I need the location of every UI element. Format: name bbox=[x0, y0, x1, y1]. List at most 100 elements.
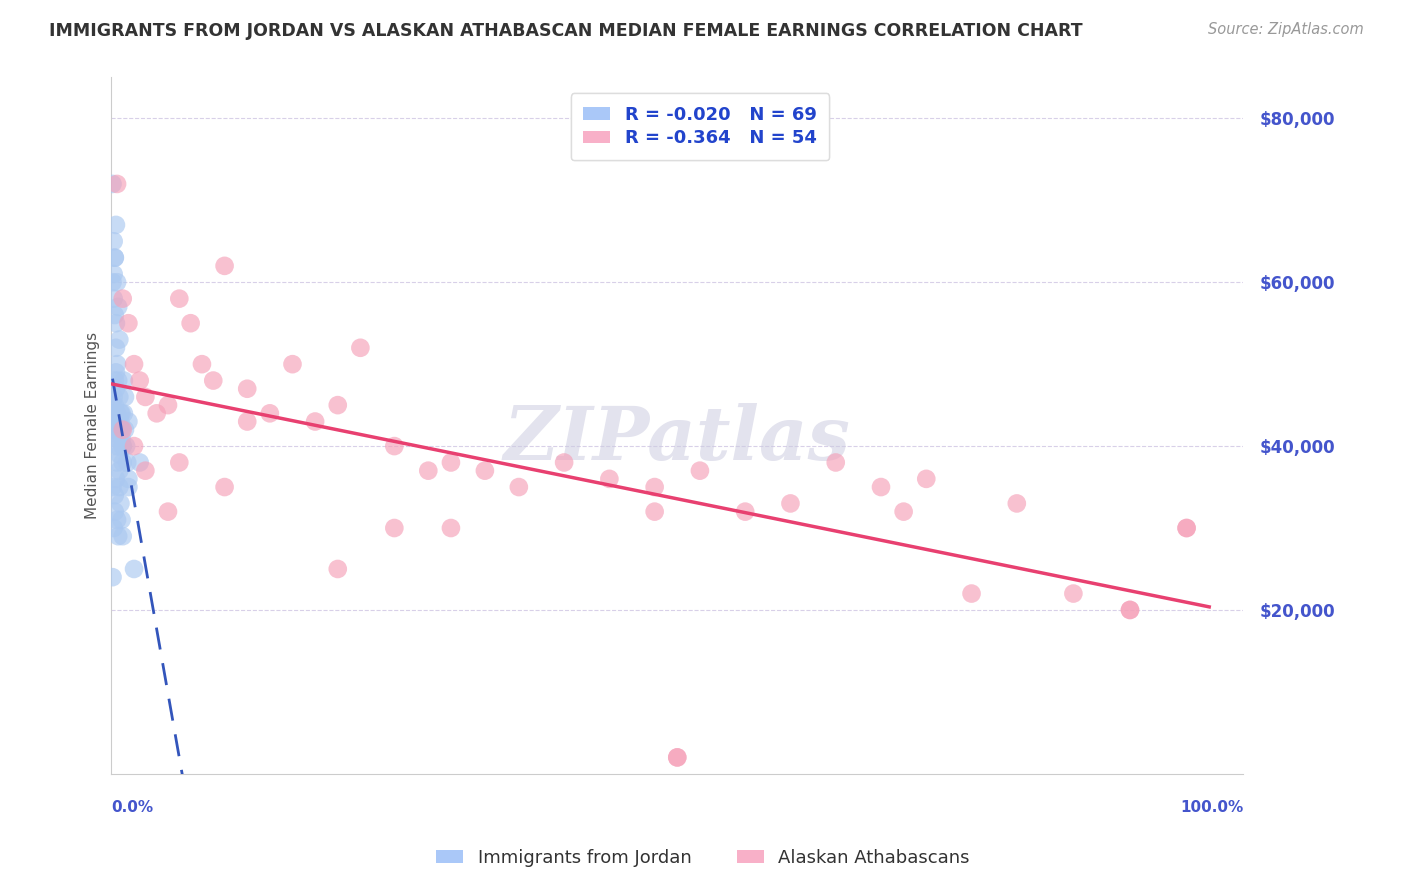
Point bbox=[103, 234, 125, 248]
Point bbox=[474, 464, 496, 478]
Text: 0.0%: 0.0% bbox=[111, 800, 153, 815]
Point bbox=[117, 455, 139, 469]
Point bbox=[111, 423, 134, 437]
Point bbox=[103, 390, 125, 404]
Point bbox=[893, 505, 915, 519]
Point bbox=[104, 431, 127, 445]
Point bbox=[101, 570, 124, 584]
Point bbox=[101, 480, 124, 494]
Point bbox=[915, 472, 938, 486]
Point bbox=[169, 292, 191, 306]
Legend: Immigrants from Jordan, Alaskan Athabascans: Immigrants from Jordan, Alaskan Athabasc… bbox=[429, 842, 977, 874]
Point bbox=[107, 423, 129, 437]
Point bbox=[104, 251, 127, 265]
Point bbox=[440, 455, 463, 469]
Point bbox=[236, 382, 259, 396]
Point bbox=[111, 529, 134, 543]
Point bbox=[112, 374, 135, 388]
Point bbox=[110, 423, 132, 437]
Point bbox=[110, 513, 132, 527]
Point bbox=[382, 521, 405, 535]
Text: IMMIGRANTS FROM JORDAN VS ALASKAN ATHABASCAN MEDIAN FEMALE EARNINGS CORRELATION : IMMIGRANTS FROM JORDAN VS ALASKAN ATHABA… bbox=[49, 22, 1083, 40]
Point bbox=[115, 439, 138, 453]
Point bbox=[122, 562, 145, 576]
Point bbox=[734, 505, 756, 519]
Point bbox=[105, 357, 128, 371]
Point bbox=[1119, 603, 1142, 617]
Point bbox=[259, 406, 281, 420]
Point bbox=[101, 177, 124, 191]
Point bbox=[666, 750, 689, 764]
Point bbox=[117, 316, 139, 330]
Point bbox=[128, 455, 150, 469]
Point bbox=[110, 415, 132, 429]
Point bbox=[191, 357, 214, 371]
Point bbox=[134, 390, 156, 404]
Point bbox=[1005, 496, 1028, 510]
Point bbox=[553, 455, 575, 469]
Point bbox=[418, 464, 440, 478]
Point bbox=[105, 177, 128, 191]
Point bbox=[122, 439, 145, 453]
Point bbox=[128, 374, 150, 388]
Point bbox=[145, 406, 167, 420]
Point bbox=[104, 472, 127, 486]
Point bbox=[104, 365, 127, 379]
Point bbox=[104, 341, 127, 355]
Point bbox=[101, 423, 124, 437]
Point bbox=[103, 292, 125, 306]
Point bbox=[156, 505, 179, 519]
Point bbox=[110, 431, 132, 445]
Text: Source: ZipAtlas.com: Source: ZipAtlas.com bbox=[1208, 22, 1364, 37]
Point bbox=[104, 251, 127, 265]
Text: 100.0%: 100.0% bbox=[1180, 800, 1243, 815]
Point bbox=[598, 472, 620, 486]
Point bbox=[104, 439, 127, 453]
Point bbox=[111, 439, 134, 453]
Point bbox=[644, 505, 666, 519]
Point bbox=[108, 447, 131, 461]
Point bbox=[508, 480, 530, 494]
Point bbox=[1119, 603, 1142, 617]
Point bbox=[326, 562, 349, 576]
Point bbox=[117, 472, 139, 486]
Point bbox=[104, 308, 127, 322]
Point bbox=[111, 455, 134, 469]
Point bbox=[105, 415, 128, 429]
Point bbox=[870, 480, 893, 494]
Point bbox=[214, 259, 236, 273]
Point bbox=[112, 406, 135, 420]
Point bbox=[960, 586, 983, 600]
Point bbox=[104, 488, 127, 502]
Point bbox=[304, 415, 326, 429]
Point bbox=[1175, 521, 1198, 535]
Point bbox=[214, 480, 236, 494]
Point bbox=[1175, 521, 1198, 535]
Point bbox=[103, 521, 125, 535]
Point bbox=[104, 406, 127, 420]
Point bbox=[104, 415, 127, 429]
Point bbox=[104, 316, 127, 330]
Point bbox=[281, 357, 304, 371]
Point bbox=[104, 382, 127, 396]
Point bbox=[156, 398, 179, 412]
Y-axis label: Median Female Earnings: Median Female Earnings bbox=[86, 332, 100, 519]
Point bbox=[110, 423, 132, 437]
Point bbox=[169, 455, 191, 469]
Point bbox=[104, 374, 127, 388]
Point bbox=[108, 333, 131, 347]
Point bbox=[103, 267, 125, 281]
Point bbox=[117, 480, 139, 494]
Legend: R = -0.020   N = 69, R = -0.364   N = 54: R = -0.020 N = 69, R = -0.364 N = 54 bbox=[571, 94, 830, 161]
Point bbox=[108, 390, 131, 404]
Point bbox=[110, 406, 132, 420]
Point bbox=[108, 480, 131, 494]
Point bbox=[103, 406, 125, 420]
Point bbox=[644, 480, 666, 494]
Point bbox=[104, 398, 127, 412]
Point bbox=[101, 398, 124, 412]
Point bbox=[349, 341, 371, 355]
Point bbox=[236, 415, 259, 429]
Point bbox=[114, 390, 136, 404]
Point bbox=[202, 374, 225, 388]
